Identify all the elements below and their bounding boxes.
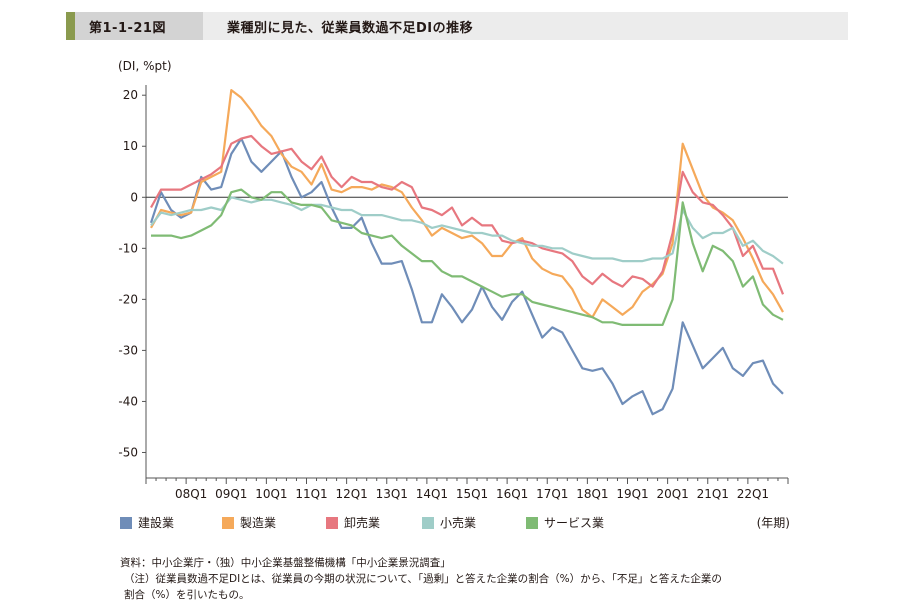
legend-swatch: [526, 517, 538, 529]
figure-notes: 資料：中小企業庁・（独）中小企業基盤整備機構「中小企業景況調査」 （注）従業員数…: [120, 555, 840, 603]
series-line-1: [150, 88, 784, 319]
x-tick-label: 13Q1: [376, 487, 408, 501]
x-tick-label: 15Q1: [456, 487, 488, 501]
legend-label: 製造業: [240, 516, 276, 530]
y-tick-label: 0: [130, 190, 138, 204]
legend-swatch: [326, 517, 338, 529]
x-axis-label: (年期): [757, 516, 790, 530]
series-line-2: [150, 134, 785, 295]
y-axis-label: (DI, %pt): [118, 59, 172, 73]
legend-label: 卸売業: [344, 515, 380, 530]
y-tick-label: -30: [118, 343, 138, 357]
series-line-4: [151, 188, 784, 326]
legend-swatch: [422, 517, 434, 529]
x-tick-label: 17Q1: [536, 487, 568, 501]
y-tick-label: -10: [118, 241, 138, 255]
y-tick-label: -40: [118, 394, 138, 408]
legend-label: 建設業: [138, 515, 174, 530]
chart-axes: (DI, %pt) 20 10 0 -10 -20 -30 -40 -50 08Q1 09Q1 10Q…: [118, 59, 789, 501]
figure-number: 第1-1-21図: [75, 12, 203, 40]
y-tick-label: 20: [123, 88, 138, 102]
series-line-3: [150, 196, 784, 265]
x-tick-label: 09Q1: [215, 487, 247, 501]
x-tick-label: 19Q1: [616, 487, 648, 501]
definition-note-line1: （注）従業員数過不足DIとは、従業員の今期の状況について、「過剰」と答えた企業の…: [124, 573, 722, 585]
figure-header: 第1-1-21図 業種別に見た、従業員数過不足DIの推移: [66, 12, 848, 40]
x-tick-label: 16Q1: [496, 487, 528, 501]
x-tick-label: 10Q1: [255, 487, 287, 501]
legend-label: 小売業: [440, 515, 476, 530]
y-tick-label: -20: [118, 292, 138, 306]
x-tick-label: 14Q1: [416, 487, 448, 501]
legend-label: サービス業: [544, 516, 604, 530]
header-accent-bar: [66, 12, 75, 40]
x-tick-label: 18Q1: [576, 487, 608, 501]
chart-series-lines: [149, 88, 785, 416]
x-tick-label: 12Q1: [335, 487, 367, 501]
definition-note-line2: 割合（%）を引いたもの。: [124, 589, 250, 601]
x-tick-label: 20Q1: [656, 487, 688, 501]
x-tick-label: 21Q1: [697, 487, 729, 501]
source-note: 資料：中小企業庁・（独）中小企業基盤整備機構「中小企業景況調査」: [120, 557, 451, 569]
x-tick-label: 22Q1: [737, 487, 769, 501]
figure-title: 業種別に見た、従業員数過不足DIの推移: [227, 20, 474, 36]
x-tick-label: 08Q1: [175, 487, 207, 501]
x-tick-label: 11Q1: [295, 487, 327, 501]
chart-legend: 建設業 製造業 卸売業 小売業 サービス業 (年期): [120, 515, 790, 530]
y-tick-label: -50: [118, 445, 138, 459]
legend-swatch: [120, 517, 132, 529]
y-tick-label: 10: [123, 139, 138, 153]
legend-swatch: [222, 517, 234, 529]
series-line-0: [149, 137, 784, 416]
